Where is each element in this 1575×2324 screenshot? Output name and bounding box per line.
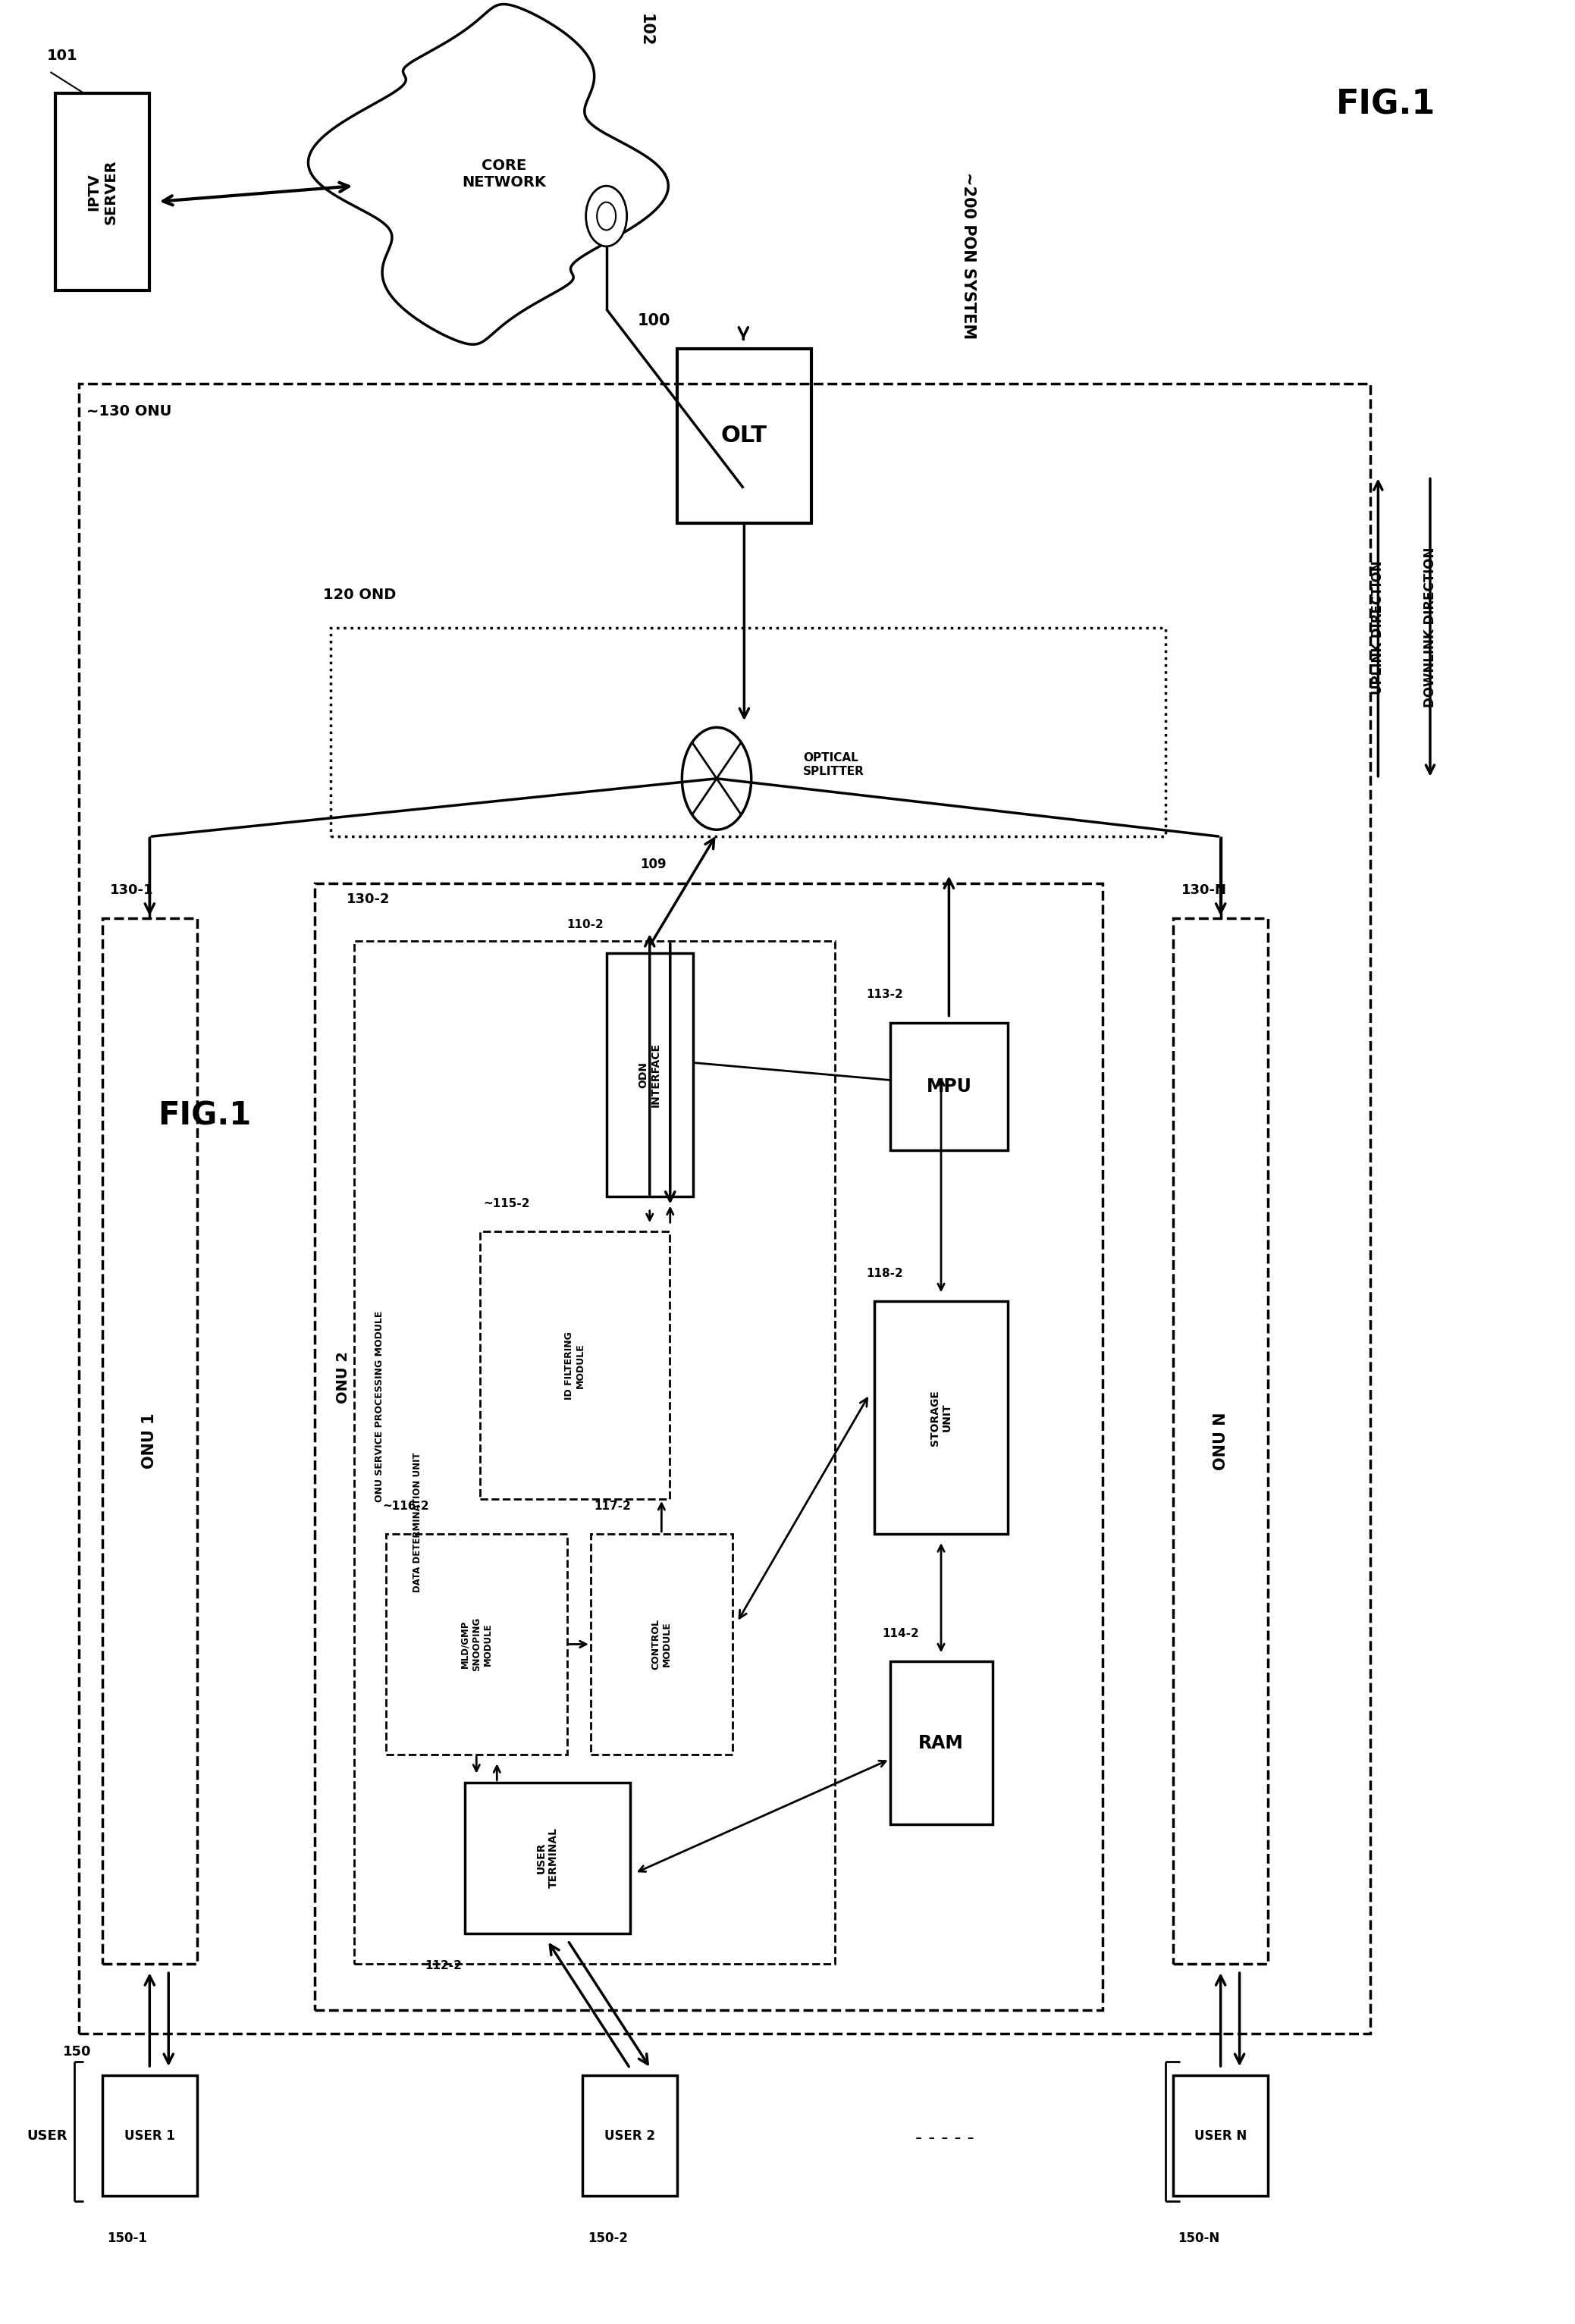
- Text: 102: 102: [638, 14, 654, 46]
- Bar: [102, 918, 197, 1964]
- Text: OPTICAL
SPLITTER: OPTICAL SPLITTER: [803, 753, 865, 776]
- Text: USER: USER: [27, 2129, 68, 2143]
- Text: USER N: USER N: [1194, 2129, 1247, 2143]
- Text: 120 OND: 120 OND: [323, 588, 395, 602]
- Bar: [874, 1301, 1008, 1534]
- Text: 100: 100: [638, 314, 671, 328]
- Polygon shape: [309, 5, 668, 344]
- Text: 109: 109: [641, 858, 666, 872]
- Circle shape: [597, 202, 616, 230]
- Text: UPLINK DIRECTION: UPLINK DIRECTION: [1372, 560, 1384, 695]
- Bar: [890, 1023, 1008, 1150]
- Circle shape: [473, 12, 583, 174]
- Bar: [591, 1534, 732, 1755]
- Bar: [1173, 2075, 1268, 2196]
- Text: 117-2: 117-2: [594, 1501, 630, 1511]
- Text: ONU 1: ONU 1: [142, 1413, 158, 1469]
- Text: 114-2: 114-2: [882, 1629, 918, 1638]
- Bar: [386, 1534, 567, 1755]
- Text: 101: 101: [47, 49, 79, 63]
- Text: 112-2: 112-2: [425, 1961, 463, 1971]
- Text: 130-1: 130-1: [110, 883, 154, 897]
- Text: USER
TERMINAL: USER TERMINAL: [536, 1827, 559, 1889]
- Circle shape: [682, 727, 751, 830]
- Bar: [79, 383, 1370, 2034]
- Bar: [465, 1783, 630, 1934]
- Text: OLT: OLT: [721, 425, 767, 446]
- Text: 150-2: 150-2: [587, 2231, 628, 2245]
- Text: ~200 PON SYSTEM: ~200 PON SYSTEM: [961, 172, 976, 339]
- Text: ID FILTERING
MODULE: ID FILTERING MODULE: [564, 1332, 586, 1399]
- Bar: [480, 1232, 669, 1499]
- Text: ~130 ONU: ~130 ONU: [87, 404, 172, 418]
- Text: MPU: MPU: [926, 1078, 972, 1095]
- Text: 130-N: 130-N: [1181, 883, 1227, 897]
- Text: RAM: RAM: [918, 1734, 964, 1752]
- Circle shape: [586, 186, 627, 246]
- Circle shape: [548, 53, 649, 202]
- Text: ONU 2: ONU 2: [335, 1350, 351, 1404]
- Text: 150-1: 150-1: [107, 2231, 146, 2245]
- Text: - - - - -: - - - - -: [915, 2129, 975, 2147]
- Bar: [677, 349, 811, 523]
- Text: STORAGE
UNIT: STORAGE UNIT: [929, 1390, 953, 1446]
- Text: 150-N: 150-N: [1178, 2231, 1221, 2245]
- Text: FIG.1: FIG.1: [1336, 88, 1436, 121]
- Text: 113-2: 113-2: [866, 990, 902, 999]
- Text: USER 1: USER 1: [124, 2129, 175, 2143]
- Circle shape: [536, 139, 630, 279]
- Text: ONU N: ONU N: [1213, 1413, 1228, 1469]
- Bar: [102, 2075, 197, 2196]
- Circle shape: [410, 128, 551, 337]
- Text: ~115-2: ~115-2: [484, 1199, 531, 1208]
- Bar: [606, 953, 693, 1197]
- Bar: [583, 2075, 677, 2196]
- Text: IPTV
SERVER: IPTV SERVER: [87, 160, 118, 223]
- Text: DOWNLINK DIRECTION: DOWNLINK DIRECTION: [1424, 548, 1436, 706]
- Circle shape: [362, 116, 473, 279]
- Text: MLD/GMP
SNOOPING
MODULE: MLD/GMP SNOOPING MODULE: [460, 1618, 493, 1671]
- Text: DATA DETERMINATION UNIT: DATA DETERMINATION UNIT: [413, 1452, 422, 1592]
- Bar: [890, 1662, 992, 1824]
- Text: 118-2: 118-2: [866, 1269, 902, 1278]
- Text: USER 2: USER 2: [605, 2129, 655, 2143]
- Text: 130-2: 130-2: [346, 892, 391, 906]
- Text: ODN
INTERFACE: ODN INTERFACE: [638, 1043, 662, 1106]
- Bar: [315, 883, 1102, 2010]
- Text: 110-2: 110-2: [567, 920, 603, 930]
- Text: CONTROL
MODULE: CONTROL MODULE: [650, 1620, 673, 1669]
- Text: CORE
NETWORK: CORE NETWORK: [461, 158, 547, 191]
- Bar: [354, 941, 835, 1964]
- Bar: [331, 627, 1166, 837]
- Text: ONU SERVICE PROCESSING MODULE: ONU SERVICE PROCESSING MODULE: [375, 1311, 384, 1501]
- Text: ~116-2: ~116-2: [383, 1501, 430, 1511]
- Bar: [1173, 918, 1268, 1964]
- Text: FIG.1: FIG.1: [158, 1099, 252, 1132]
- Bar: [55, 93, 150, 290]
- Circle shape: [381, 28, 501, 205]
- Text: 150: 150: [63, 2045, 91, 2059]
